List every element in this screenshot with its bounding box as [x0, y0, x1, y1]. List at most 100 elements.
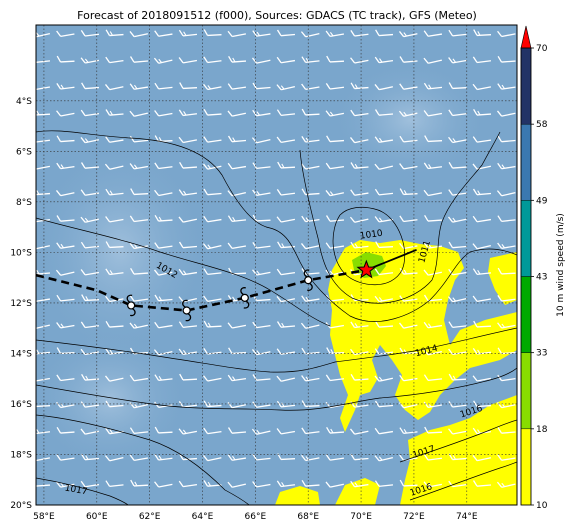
wind-barb: [448, 82, 467, 90]
wind-barb: [154, 321, 173, 329]
wind-barb: [448, 136, 467, 144]
isobar-1014: [36, 327, 517, 373]
wind-barb: [423, 374, 443, 381]
wind-barb: [423, 242, 443, 249]
wind-barb: [154, 30, 173, 37]
wind-barb: [350, 189, 369, 196]
wind-barb: [277, 505, 295, 514]
wind-barb: [349, 137, 369, 144]
wind-barb: [498, 505, 516, 513]
wind-barb: [178, 216, 198, 223]
wind-barb: [473, 29, 492, 37]
wind-barb: [202, 243, 222, 250]
wind-barb: [399, 56, 418, 63]
lat-tick-label: 4°S: [16, 97, 32, 107]
wind-barb: [276, 56, 296, 64]
wind-barb: [423, 82, 443, 90]
wind-barb: [375, 29, 394, 37]
wind-barb: [497, 347, 516, 355]
wind-barb: [276, 480, 296, 488]
wind-barb: [497, 162, 516, 170]
wind-barb: [277, 161, 296, 169]
wind-barb: [448, 268, 467, 276]
wind-barb: [203, 268, 222, 275]
isobar-label: 1010: [359, 229, 383, 242]
wind-barb: [448, 321, 467, 328]
wind-barb: [375, 320, 394, 328]
wind-barb: [55, 481, 75, 488]
wind-barb: [472, 480, 492, 487]
wind-barb: [473, 320, 492, 328]
wind-barb: [227, 110, 247, 117]
wind-barb: [227, 30, 247, 38]
wind-barb: [301, 268, 320, 275]
wind-zone-10-18: [335, 478, 380, 505]
wind-barb: [154, 374, 173, 381]
wind-barb: [36, 136, 51, 143]
wind-barb: [56, 426, 75, 434]
wind-barb: [350, 57, 369, 64]
wind-barb: [349, 428, 369, 435]
wind-barb: [252, 82, 271, 90]
lon-tick-label: 68°E: [297, 512, 319, 522]
wind-barb: [472, 295, 492, 303]
wind-barb: [448, 29, 467, 37]
wind-barb: [423, 454, 443, 461]
lon-tick-label: 60°E: [86, 512, 108, 522]
wind-barb: [350, 294, 369, 302]
wind-barb: [129, 454, 149, 462]
wind-barb: [36, 479, 51, 487]
wind-barb: [179, 82, 198, 90]
wind-barb: [178, 29, 198, 37]
wind-barb: [80, 453, 100, 461]
tc-current-position-star: [356, 259, 377, 279]
lat-tick-label: 12°S: [10, 299, 32, 309]
wind-barb: [375, 505, 393, 514]
wind-barb: [129, 295, 149, 302]
wind-barb: [374, 400, 394, 408]
wind-barb: [350, 401, 369, 408]
wind-barb: [81, 294, 100, 302]
wind-barb: [178, 189, 198, 196]
lat-tick-label: 16°S: [10, 400, 32, 410]
isobar-1017: [399, 419, 517, 463]
wind-barb: [350, 30, 369, 37]
wind-barb: [203, 136, 222, 143]
wind-barb: [325, 190, 345, 197]
wind-barb: [424, 135, 443, 143]
wind-barb: [399, 163, 418, 170]
wind-barb: [56, 30, 75, 38]
wind-barb: [300, 322, 320, 329]
wind-barb: [55, 269, 75, 276]
colorbar-label: 10 m wind speed (m/s): [556, 213, 566, 317]
wind-barb: [472, 136, 492, 143]
colorbar: 10 18 33 43 49 58 70: [520, 25, 548, 511]
wind-barb: [129, 163, 149, 170]
lat-tick-label: 8°S: [16, 198, 32, 208]
wind-barb: [325, 162, 345, 170]
colorbar-segment: [520, 47, 532, 125]
wind-barb: [399, 427, 418, 434]
wind-barb: [154, 242, 173, 249]
colorbar-segment: [520, 428, 532, 506]
wind-barb: [497, 322, 516, 329]
wind-barb: [178, 428, 198, 435]
wind-barb: [448, 373, 467, 381]
wind-barb: [178, 109, 198, 117]
wind-zone-10-18: [275, 486, 320, 505]
wind-barb: [423, 30, 443, 37]
wind-barb: [56, 454, 75, 461]
wind-barb: [276, 136, 296, 144]
wind-barb: [301, 108, 320, 116]
wind-barb: [399, 267, 418, 275]
wind-barb: [227, 322, 247, 329]
wind-barb: [227, 454, 247, 461]
wind-barb: [153, 269, 173, 276]
wind-barb: [129, 427, 149, 434]
wind-barb: [325, 110, 345, 117]
isobar-1010: [332, 206, 406, 286]
wind-barb: [228, 347, 247, 355]
wind-barb: [130, 267, 149, 275]
